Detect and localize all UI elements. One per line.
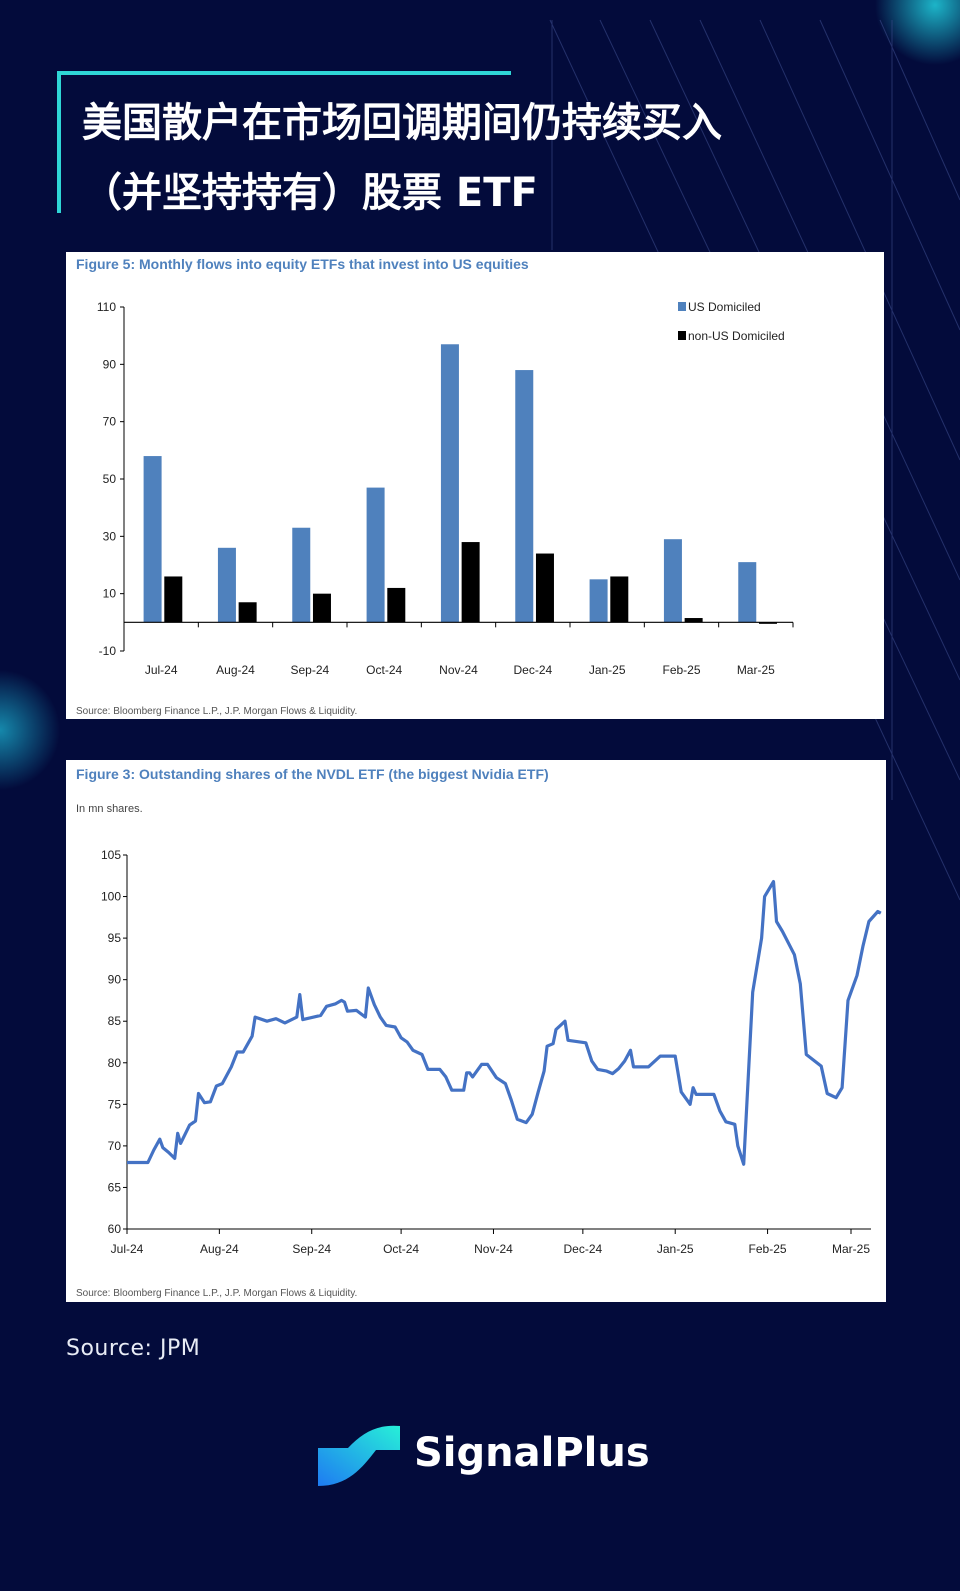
y-tick-label: 110 (97, 300, 116, 314)
x-tick-label: Jan-25 (589, 663, 626, 677)
bar-us (292, 527, 311, 623)
chart-source: Source: Bloomberg Finance L.P., J.P. Mor… (76, 706, 358, 717)
bar-us (366, 487, 385, 623)
brand-name: SignalPlus (414, 1430, 650, 1476)
y-tick-label: 90 (108, 973, 122, 987)
bar-non-us (238, 602, 257, 623)
y-tick-label: 80 (108, 1056, 122, 1070)
x-tick-label: Mar-25 (737, 663, 775, 677)
legend-label: US Domiciled (688, 300, 761, 314)
bar-non-us (461, 542, 480, 623)
x-tick-label: Aug-24 (200, 1242, 239, 1256)
bar-us (663, 539, 682, 623)
bar-us (440, 344, 459, 623)
page-title: 美国散户在市场回调期间仍持续买入 （并坚持持有）股票 ETF (82, 88, 882, 228)
legend-label: non-US Domiciled (688, 329, 785, 343)
y-tick-label: 95 (108, 931, 122, 945)
heading-accent-bar (57, 71, 61, 213)
y-tick-label: 100 (101, 890, 121, 904)
chart-subtitle: In mn shares. (76, 803, 143, 815)
y-tick-label: 10 (103, 587, 117, 601)
bar-non-us (610, 576, 629, 623)
bar-non-us (684, 618, 703, 623)
x-tick-label: Dec-24 (513, 663, 552, 677)
x-tick-label: Dec-24 (564, 1242, 603, 1256)
bar-us (589, 579, 608, 623)
x-tick-label: Jul-24 (111, 1242, 144, 1256)
footer-source: Source: JPM (66, 1336, 201, 1361)
line-chart-panel: Figure 3: Outstanding shares of the NVDL… (66, 760, 886, 1302)
legend-swatch (678, 302, 686, 311)
line-chart: 105 100 95 90 85 80 75 70 65 60 Jul-24 Aug-24 Sep-24… (101, 848, 882, 1256)
bar-us (217, 547, 236, 623)
x-tick-label: Oct-24 (366, 663, 402, 677)
x-tick-label: Sep-24 (292, 1242, 331, 1256)
y-tick-label: -10 (99, 644, 117, 658)
x-tick-label: Sep-24 (290, 663, 329, 677)
y-tick-label: 75 (108, 1097, 122, 1111)
y-tick-label: 70 (103, 415, 117, 429)
bar-us (515, 370, 534, 623)
x-tick-label: Feb-25 (662, 663, 700, 677)
x-tick-label: Mar-25 (832, 1242, 870, 1256)
x-tick-label: Oct-24 (383, 1242, 419, 1256)
chart-title: Figure 5: Monthly flows into equity ETFs… (76, 256, 529, 272)
bar-non-us (312, 593, 331, 623)
bar-chart: 110 90 70 50 30 10 -10 Jul-24 Aug-24 Sep-24 Oct-24… (97, 300, 794, 677)
bar-us (738, 562, 757, 623)
x-tick-label: Nov-24 (474, 1242, 513, 1256)
bar-non-us (387, 587, 406, 623)
title-line: （并坚持持有）股票 ETF (82, 170, 538, 216)
x-tick-label: Jul-24 (145, 663, 178, 677)
bar-non-us (535, 553, 554, 623)
x-tick-label: Nov-24 (439, 663, 478, 677)
title-line: 美国散户在市场回调期间仍持续买入 (82, 100, 722, 146)
chart-source: Source: Bloomberg Finance L.P., J.P. Mor… (76, 1288, 358, 1299)
y-tick-label: 70 (108, 1139, 122, 1153)
bar-us (143, 456, 162, 623)
series-line (127, 879, 882, 1166)
y-tick-label: 65 (108, 1180, 122, 1194)
heading-accent-bar (57, 71, 511, 75)
legend-swatch (678, 331, 686, 340)
y-tick-label: 50 (103, 472, 117, 486)
bar-non-us (164, 576, 183, 623)
y-tick-label: 30 (103, 529, 117, 543)
y-tick-label: 85 (108, 1014, 122, 1028)
y-tick-label: 90 (103, 357, 117, 371)
bar-chart-panel: Figure 5: Monthly flows into equity ETFs… (66, 252, 884, 719)
y-tick-label: 105 (101, 848, 121, 862)
x-tick-label: Jan-25 (657, 1242, 694, 1256)
y-tick-label: 60 (108, 1222, 122, 1236)
bar-non-us (758, 622, 777, 624)
signalplus-logo-icon (318, 1425, 400, 1486)
x-tick-label: Aug-24 (216, 663, 255, 677)
chart-title: Figure 3: Outstanding shares of the NVDL… (76, 766, 549, 782)
x-tick-label: Feb-25 (749, 1242, 787, 1256)
